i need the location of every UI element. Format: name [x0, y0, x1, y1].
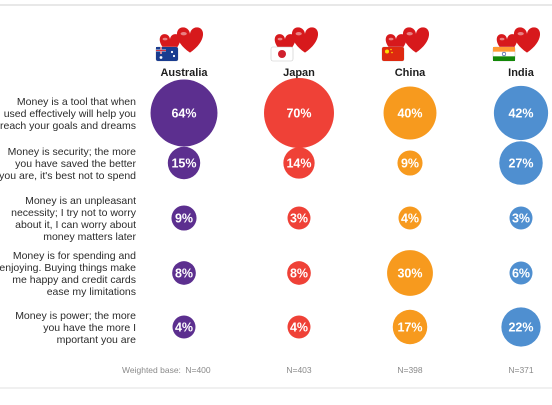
country-headers: Australia Japan China India	[160, 67, 534, 79]
statement-line: me happy and credit cards	[12, 274, 136, 286]
heart-japan-flag-icon	[270, 27, 319, 62]
statement-line: ease my limitations	[47, 286, 136, 298]
bubble-japan-row-1	[264, 78, 334, 148]
value-label-australia-row-3: 9%	[175, 212, 193, 226]
country-label-china: China	[395, 67, 426, 79]
heart-australia-flag-icon	[155, 27, 204, 62]
statement-line: Money is a tool that when	[17, 96, 136, 108]
value-label-australia-row-1: 64%	[171, 107, 196, 121]
country-label-australia: Australia	[160, 67, 208, 79]
bubble-china-row-1	[383, 86, 437, 140]
weighted-base-india: N=371	[508, 365, 534, 375]
bubble-japan-row-2	[283, 147, 315, 179]
bubble-australia-row-3	[171, 205, 197, 231]
statement-line: you have saved the better	[15, 158, 136, 170]
statement-line: Money is power; the more	[15, 310, 136, 322]
bubble-china-row-2	[397, 150, 423, 176]
bubble-india-row-5	[501, 307, 541, 347]
bubble-japan-row-5	[287, 315, 311, 339]
flag-icons	[155, 27, 541, 62]
bubble-australia-row-5	[172, 315, 196, 339]
statement-line: necessity; I try not to worry	[11, 207, 137, 219]
value-label-india-row-2: 27%	[508, 157, 533, 171]
bubble-grid: 64% 15% 9% 8% 4% 70% 14% 3% 8% 4% 40% 9% 4% 30% 17% 42%…	[150, 78, 549, 347]
weighted-base-label: Weighted base:	[122, 365, 181, 375]
bubble-china-row-3	[398, 206, 422, 230]
bubble-japan-row-4	[287, 261, 311, 285]
weighted-base-china: N=398	[397, 365, 423, 375]
value-label-japan-row-3: 3%	[290, 212, 308, 226]
statement-line: used effectively will help you	[4, 108, 136, 120]
value-label-china-row-5: 17%	[397, 321, 422, 335]
statement-line: Money is security; the more	[8, 146, 137, 158]
value-label-china-row-3: 4%	[401, 212, 419, 226]
value-label-japan-row-1: 70%	[286, 107, 311, 121]
statement-line: Money is an unpleasant	[25, 195, 136, 207]
value-label-china-row-2: 9%	[401, 157, 419, 171]
heart-china-flag-icon	[381, 27, 430, 62]
value-label-china-row-4: 30%	[397, 267, 422, 281]
value-label-china-row-1: 40%	[397, 107, 422, 121]
value-label-australia-row-2: 15%	[171, 157, 196, 171]
value-label-india-row-5: 22%	[508, 321, 533, 335]
bubble-japan-row-3	[287, 206, 311, 230]
bubble-china-row-5	[392, 309, 428, 345]
statement-line: about it, I can worry about	[15, 219, 136, 231]
bubble-india-row-3	[509, 206, 533, 230]
bubble-india-row-1	[493, 85, 549, 141]
heart-india-flag-icon	[492, 27, 541, 62]
statement-line: you have the more I	[43, 322, 136, 334]
weighted-base-japan: N=403	[286, 365, 312, 375]
statement-line: mportant you are	[57, 334, 137, 346]
statement-line: Money is for spending and	[13, 250, 136, 262]
statement-line: money matters later	[43, 231, 136, 243]
value-label-australia-row-4: 8%	[175, 267, 193, 281]
value-label-japan-row-2: 14%	[286, 157, 311, 171]
bubble-australia-row-2	[167, 146, 201, 180]
bubble-australia-row-1	[150, 79, 218, 147]
value-label-india-row-4: 6%	[512, 267, 530, 281]
statement-line: enjoying. Buying things make	[0, 262, 136, 274]
value-label-japan-row-4: 8%	[290, 267, 308, 281]
bubble-india-row-4	[509, 261, 533, 285]
statement-line: reach your goals and dreams	[0, 120, 136, 132]
value-label-india-row-3: 3%	[512, 212, 530, 226]
value-label-australia-row-5: 4%	[175, 321, 193, 335]
country-label-japan: Japan	[283, 67, 315, 79]
weighted-base-australia: N=400	[185, 365, 211, 375]
value-label-japan-row-5: 4%	[290, 321, 308, 335]
weighted-base-row: Weighted base: N=400 N=403 N=398 N=371	[122, 365, 534, 375]
bubble-india-row-2	[499, 141, 543, 185]
bubble-china-row-4	[387, 250, 433, 296]
bubble-australia-row-4	[172, 261, 196, 285]
value-label-india-row-1: 42%	[508, 107, 533, 121]
statement-line: you are, it's best not to spend	[0, 170, 136, 182]
country-label-india: India	[508, 67, 535, 79]
